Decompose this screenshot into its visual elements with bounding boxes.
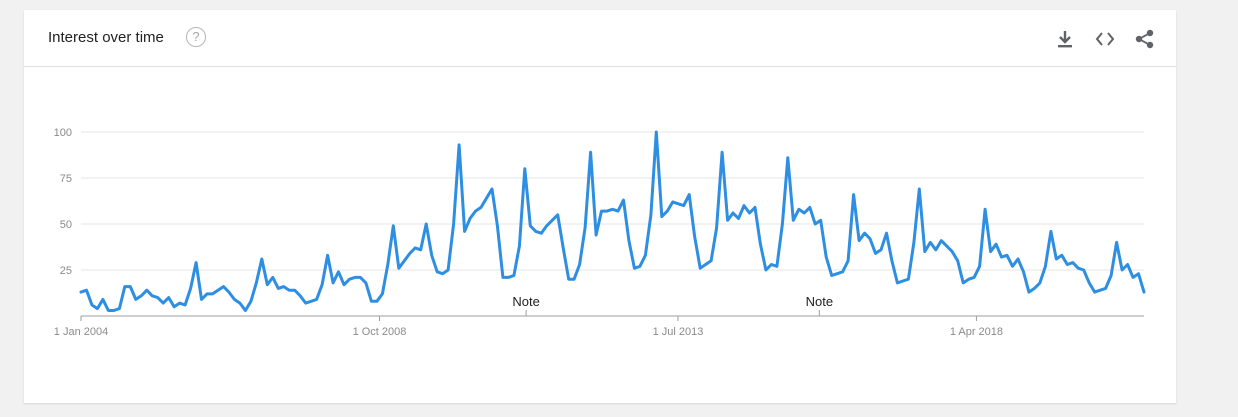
interest-series-line <box>79 130 1146 312</box>
note-label[interactable]: Note <box>512 294 539 309</box>
interest-over-time-card: Interest over time ? 100 75 50 25 <box>24 10 1176 403</box>
note-label[interactable]: Note <box>806 294 833 309</box>
x-tick-label: 1 Oct 2008 <box>353 326 407 338</box>
download-icon[interactable] <box>1054 28 1076 50</box>
help-icon[interactable]: ? <box>186 27 206 47</box>
y-tick-label: 25 <box>60 265 72 277</box>
x-tick-label: 1 Jan 2004 <box>54 326 108 338</box>
interest-line-chart: 100 75 50 25 1 Jan 2004 1 Oct 2008 1 Jul 2013… <box>54 127 1146 338</box>
y-tick-label: 75 <box>60 173 72 185</box>
y-tick-label: 50 <box>60 219 72 231</box>
x-tick-label: 1 Jul 2013 <box>653 326 704 338</box>
x-tick-label: 1 Apr 2018 <box>950 326 1003 338</box>
y-tick-label: 100 <box>54 127 72 139</box>
card-header: Interest over time ? <box>24 10 1176 67</box>
share-icon[interactable] <box>1134 28 1156 50</box>
card-title: Interest over time <box>48 29 164 46</box>
embed-code-icon[interactable] <box>1094 28 1116 50</box>
